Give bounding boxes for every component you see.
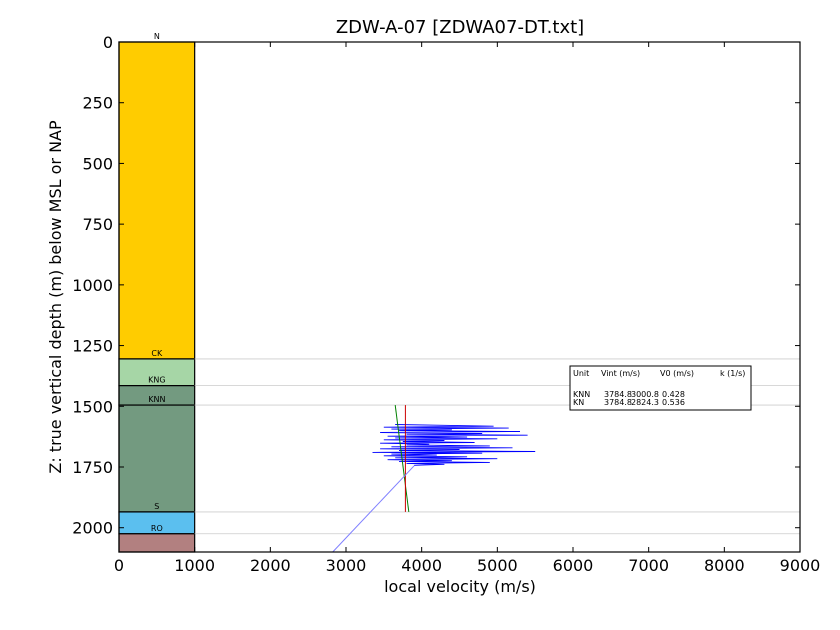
y-tick-label: 1000 <box>72 276 113 295</box>
legend: Unit Vint (m/s) V0 (m/s) k (1/s) KNN 3784.8 30… <box>569 365 752 411</box>
x-tick-label: 8000 <box>704 556 745 575</box>
legend-row-cell: 3000.8 <box>631 390 659 399</box>
y-axis-title: Z: true vertical depth (m) below MSL or … <box>46 120 65 474</box>
series-line <box>372 424 536 466</box>
x-tick-label: 6000 <box>553 556 594 575</box>
plot-area <box>119 42 800 552</box>
y-tick-label: 500 <box>82 154 113 173</box>
legend-row-cell: KNN <box>573 390 590 399</box>
legend-header-cell: Unit <box>573 369 589 378</box>
x-tick-label: 1000 <box>174 556 215 575</box>
y-tick-label: 0 <box>103 33 113 52</box>
y-tick-label: 250 <box>82 94 113 113</box>
y-tick-label: 2000 <box>72 519 113 538</box>
unit-label-s: S <box>154 502 159 511</box>
x-tick-label: 0 <box>114 556 124 575</box>
legend-header-cell: V0 (m/s) <box>660 369 694 378</box>
x-tick-label: 2000 <box>250 556 291 575</box>
x-tick-label: 9000 <box>780 556 821 575</box>
unit-label-ro: RO <box>151 524 163 533</box>
series-layer <box>332 405 536 553</box>
series-line <box>332 465 415 553</box>
legend-row-cell: 0.536 <box>662 398 685 407</box>
unit-label-ck: CK <box>151 349 163 358</box>
x-axis: 0 1000 2000 3000 4000 5000 6000 7000 8000 9000 <box>114 42 820 575</box>
legend-header-cell: Vint (m/s) <box>601 369 640 378</box>
y-axis: 0 250 500 750 1000 1250 1500 1750 2000 <box>72 33 800 538</box>
y-tick-label: 1750 <box>72 458 113 477</box>
unit-label-kng: KNG <box>148 376 165 385</box>
unit-block-ro <box>118 533 196 553</box>
series-line <box>394 405 410 512</box>
unit-label-n: N <box>154 32 160 41</box>
legend-row-cell: KN <box>573 398 584 407</box>
x-tick-label: 4000 <box>401 556 442 575</box>
unit-label-knn: KNN <box>148 395 165 404</box>
x-tick-label: 7000 <box>628 556 669 575</box>
x-tick-label: 3000 <box>326 556 367 575</box>
plot-frame <box>118 41 801 553</box>
geologic-units: N CK KNG KNN S RO <box>118 32 196 553</box>
y-tick-label: 750 <box>82 215 113 234</box>
y-tick-label: 1500 <box>72 397 113 416</box>
chart-title: ZDW-A-07 [ZDWA07-DT.txt] <box>336 17 584 38</box>
legend-row-cell: 3784.8 <box>604 390 632 399</box>
unit-block-n <box>118 41 196 360</box>
legend-row-cell: 3784.8 <box>604 398 632 407</box>
legend-box <box>569 365 752 411</box>
x-axis-title: local velocity (m/s) <box>384 577 536 596</box>
legend-row-cell: 0.428 <box>662 390 685 399</box>
x-tick-label: 5000 <box>477 556 518 575</box>
unit-block-knn <box>118 404 196 513</box>
legend-header-cell: k (1/s) <box>720 369 745 378</box>
y-tick-label: 1250 <box>72 337 113 356</box>
legend-row-cell: 2824.3 <box>631 398 659 407</box>
